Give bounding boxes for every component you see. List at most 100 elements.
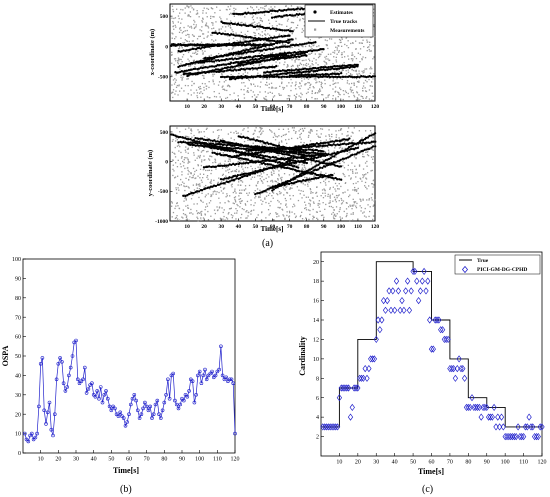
estimate-point <box>259 74 262 77</box>
estimate-point <box>330 144 334 147</box>
measurement-point <box>238 145 240 148</box>
measurement-point <box>210 179 212 181</box>
measurement-point <box>278 201 280 203</box>
measurement-point <box>241 159 243 161</box>
estimate-point <box>336 64 339 68</box>
measurement-point <box>270 82 273 84</box>
estimate-point <box>317 160 320 163</box>
measurement-point <box>233 202 235 205</box>
measurement-point <box>217 138 219 140</box>
measurement-point <box>276 213 279 215</box>
measurement-point <box>280 192 282 194</box>
estimate-point <box>344 157 348 160</box>
measurement-point <box>233 15 235 17</box>
measurement-point <box>230 20 232 22</box>
estimate-point <box>320 68 324 71</box>
measurement-point <box>295 37 297 39</box>
measurement-point <box>229 86 231 88</box>
measurement-point <box>278 191 281 193</box>
estimate-point <box>334 161 337 164</box>
measurement-point <box>320 84 322 86</box>
estimate-point <box>257 46 261 49</box>
measurement-point <box>347 71 350 73</box>
measurement-point <box>202 33 205 35</box>
measurement-point <box>243 128 245 130</box>
measurement-point <box>301 218 304 220</box>
measurement-point <box>181 216 183 218</box>
measurement-point <box>347 164 349 166</box>
measurement-point <box>224 155 226 158</box>
estimate-point <box>262 74 266 77</box>
measurement-point <box>332 206 334 209</box>
measurement-point <box>350 169 352 171</box>
measurement-point <box>293 29 295 31</box>
measurement-point <box>308 131 310 133</box>
measurement-point <box>217 84 220 86</box>
measurement-point <box>370 66 372 68</box>
measurement-point <box>316 133 318 135</box>
estimate-point <box>300 73 303 76</box>
measurement-point <box>335 82 337 84</box>
estimate-point <box>289 167 293 171</box>
measurement-point <box>227 160 229 162</box>
estimate-point <box>291 38 294 41</box>
measurement-point <box>196 192 199 194</box>
measurement-point <box>244 56 246 58</box>
measurement-point <box>363 175 365 177</box>
estimate-point <box>242 64 245 67</box>
measurement-point <box>349 151 351 153</box>
measurement-point <box>221 167 224 169</box>
measurement-point <box>315 163 317 165</box>
estimate-point <box>299 153 302 156</box>
estimate-point <box>296 53 300 56</box>
measurement-point <box>276 216 278 218</box>
estimate-point <box>289 30 293 33</box>
measurement-point <box>253 21 256 23</box>
measurement-point <box>196 95 198 97</box>
measurement-point <box>242 73 244 75</box>
measurement-point <box>272 181 274 183</box>
measurement-point <box>288 53 290 55</box>
measurement-point <box>320 140 322 142</box>
measurement-point <box>200 211 202 213</box>
measurement-point <box>230 207 232 209</box>
measurement-point <box>370 197 373 199</box>
estimate-point <box>276 147 279 150</box>
estimate-point <box>290 8 293 11</box>
measurement-point <box>342 200 345 202</box>
estimate-point <box>303 42 306 45</box>
estimate-point <box>266 59 269 62</box>
measurement-point <box>197 129 199 131</box>
estimate-point <box>295 51 298 55</box>
estimate-point <box>261 149 264 152</box>
estimate-point <box>334 164 337 167</box>
estimate-point <box>339 158 342 162</box>
measurement-point <box>265 98 267 100</box>
measurement-point <box>330 205 332 208</box>
measurement-point <box>347 135 349 137</box>
measurement-point <box>286 20 289 22</box>
measurement-point <box>184 39 186 41</box>
measurement-point <box>302 169 305 171</box>
measurement-point <box>173 17 175 20</box>
measurement-point <box>258 196 260 199</box>
measurement-point <box>313 57 315 60</box>
measurement-point <box>213 179 215 181</box>
measurement-point <box>212 79 214 81</box>
measurement-point <box>259 34 261 36</box>
estimate-point <box>211 31 214 35</box>
estimate-point <box>194 61 197 64</box>
measurement-point <box>218 135 220 137</box>
measurement-point <box>335 69 338 72</box>
measurement-point <box>287 18 289 20</box>
measurement-point <box>347 69 349 71</box>
measurement-point <box>268 176 270 178</box>
measurement-point <box>269 185 271 187</box>
measurement-point <box>347 127 350 129</box>
measurement-point <box>199 29 201 31</box>
measurement-point <box>309 60 311 62</box>
measurement-point <box>191 27 193 29</box>
measurement-point <box>302 17 304 20</box>
measurement-point <box>327 146 329 148</box>
measurement-point <box>301 80 303 82</box>
